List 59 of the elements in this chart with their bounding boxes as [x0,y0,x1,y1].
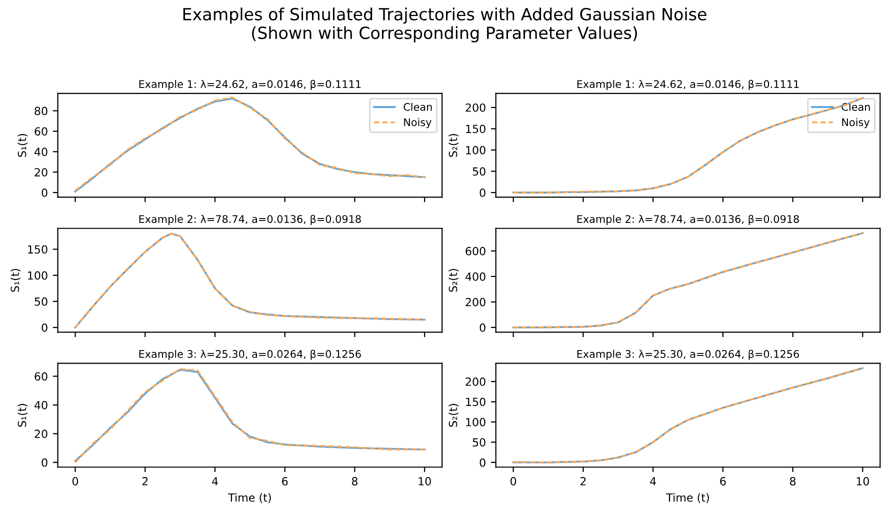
y-tick-label: 0 [480,188,486,197]
text: Examples of Simulated Trajectories with Added Gaussian Noise (Shown with Corresponding Parameter Values) [183,8,706,42]
y-tick-label: 150 [466,124,486,134]
y-axis-title: S₂(t) [448,268,459,292]
x-tick-label: 4 [650,477,656,486]
y-tick-label: 40 [34,148,48,156]
legend-label: Noisy [404,118,432,128]
y-tick-label: 100 [466,146,486,154]
x-tick-label: 10 [856,477,869,486]
line-series [512,367,864,464]
y-tick-label: 20 [34,168,48,176]
y-tick-label: 200 [466,298,486,306]
y-axis-title: S₁(t) [18,404,28,427]
y-tick-label: 0 [42,188,48,197]
chart-title: Example 3: λ=25.30, a=0.0264, β=0.1256 [139,350,361,360]
y-axis-title: S₁(t) [18,134,28,157]
y-tick-label: 0 [42,323,48,332]
y-tick-label: 100 [28,271,48,280]
x-tick-label: 4 [212,477,218,486]
x-tick-label: 0 [510,477,516,486]
y-tick-label: 0 [480,458,486,467]
y-axis-title: S₂(t) [448,404,459,427]
y-tick-label: 50 [472,438,486,447]
chart-title: Example 3: λ=25.30, a=0.0264, β=0.1256 [577,350,799,360]
y-tick-label: 400 [465,272,486,281]
x-axis-title: Time (t) [666,493,709,504]
y-axis-title: S₁(t) [10,268,20,292]
chart-title: Example 2: λ=78.74, a=0.0136, β=0.0918 [577,214,799,225]
legend-label: Clean [404,102,432,111]
y-tick-label: 50 [472,167,486,176]
y-tick-label: 100 [466,418,486,426]
y-tick-label: 200 [466,103,486,112]
line-series [512,232,864,328]
y-tick-label: 200 [466,377,486,386]
legend-label: Noisy [842,118,870,128]
chart-title: Example 1: λ=24.62, a=0.0146, β=0.1111 [139,80,361,90]
chart-title: Example 1: λ=24.62, a=0.0146, β=0.1111 [577,80,799,90]
x-tick-label: 8 [790,477,796,486]
x-tick-label: 6 [720,477,726,486]
y-tick-label: 80 [34,106,48,116]
y-tick-label: 60 [34,372,48,381]
y-tick-label: 50 [34,297,48,306]
y-tick-label: 600 [466,246,486,256]
x-tick-label: 6 [282,477,288,486]
x-tick-label: 2 [580,477,586,486]
y-tick-label: 150 [28,245,48,254]
y-tick-label: 60 [34,127,48,136]
chart-title: Example 2: λ=78.74, a=0.0136, β=0.0918 [139,214,361,225]
x-axis-title: Time (t) [228,493,271,504]
x-tick-label: 2 [142,477,148,486]
y-tick-label: 0 [480,323,486,332]
y-axis-title: S₂(t) [448,134,459,157]
x-tick-label: 8 [352,477,358,486]
y-tick-label: 0 [42,458,48,467]
x-tick-label: 0 [72,477,78,486]
y-tick-label: 150 [466,398,486,406]
y-tick-label: 40 [34,400,48,410]
y-tick-label: 20 [34,430,48,438]
x-tick-label: 10 [418,477,431,486]
